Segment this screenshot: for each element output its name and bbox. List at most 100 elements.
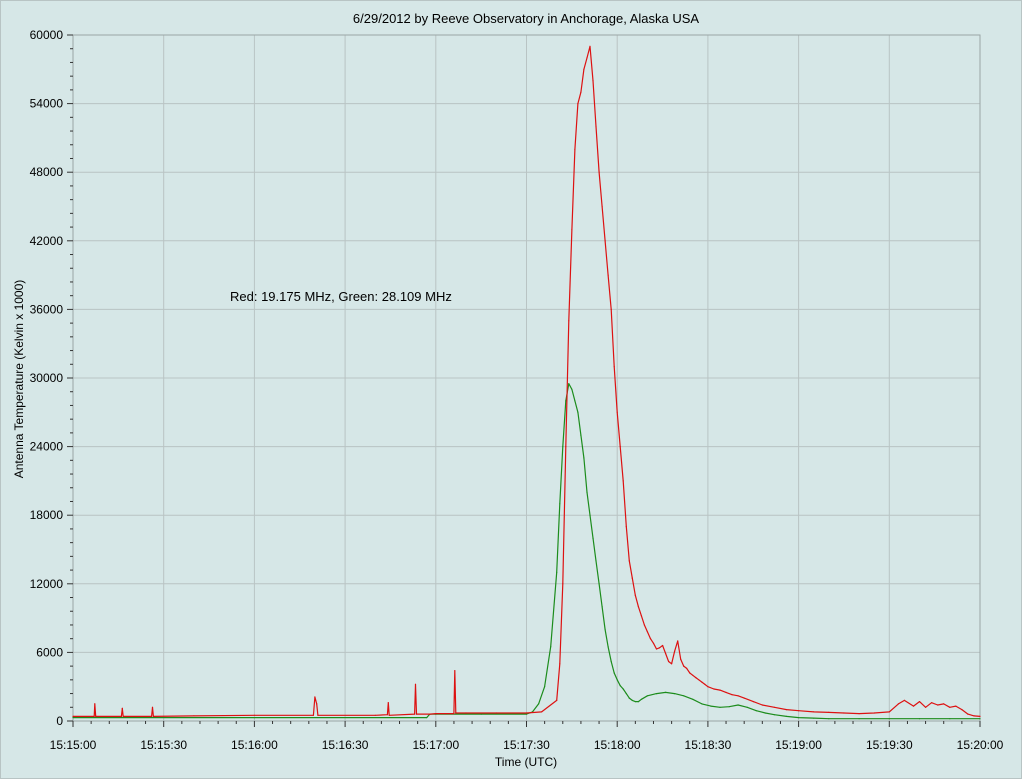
data-point-red (592, 80, 594, 82)
data-point-red (798, 710, 800, 712)
data-point-green (979, 718, 981, 720)
data-point-red (607, 274, 609, 276)
data-point-green (589, 514, 591, 516)
data-point-red (737, 695, 739, 697)
data-point-green (610, 660, 612, 663)
data-point-red (828, 711, 830, 714)
grid-lines (72, 34, 981, 722)
data-point-red (595, 125, 597, 128)
data-point-green (583, 457, 585, 459)
data-point-red (556, 699, 558, 702)
y-tick-label: 24000 (30, 440, 64, 454)
data-point-green (550, 646, 552, 648)
frequency-annotation: Red: 19.175 MHz, Green: 28.109 MHz (230, 289, 452, 304)
data-point-green (858, 718, 860, 720)
data-point-red (652, 642, 655, 644)
data-point-red (465, 712, 467, 714)
data-point-red (677, 640, 679, 642)
data-point-red (631, 577, 633, 579)
data-point-red (415, 713, 418, 715)
data-point-green (613, 672, 615, 674)
data-point-red (435, 713, 437, 715)
data-point-red (979, 715, 981, 718)
data-point-green (580, 434, 582, 436)
data-point-red (937, 704, 939, 706)
data-point-green (798, 717, 800, 719)
data-point-red (598, 171, 600, 173)
data-point-red (151, 706, 154, 708)
x-tick-label: 15:17:00 (412, 738, 459, 752)
data-point-red (668, 660, 670, 663)
data-point-green (559, 503, 561, 505)
data-point-green (813, 717, 815, 719)
data-point-red (707, 686, 709, 688)
data-point-green (622, 688, 624, 690)
data-point-red (94, 703, 96, 705)
y-tick-label: 12000 (30, 577, 64, 591)
data-point-red (616, 411, 618, 413)
data-point-green (640, 698, 643, 700)
data-point-green (631, 699, 633, 702)
data-point-red (680, 658, 682, 660)
data-point-green (755, 710, 757, 712)
data-point-red (637, 606, 640, 608)
data-point-red (903, 699, 906, 702)
data-point-red (943, 703, 945, 705)
data-point-green (628, 697, 630, 699)
data-point-red (316, 703, 318, 705)
data-point-red (662, 644, 664, 647)
y-tick-label: 54000 (30, 97, 64, 111)
data-point-red (674, 650, 676, 652)
series-line-green (73, 383, 980, 720)
data-point-red (961, 709, 963, 711)
data-point-red (453, 713, 455, 715)
data-point-green (665, 691, 667, 694)
data-point-green (674, 693, 676, 695)
data-point-red (121, 707, 123, 710)
x-tick-label: 15:18:00 (594, 738, 641, 752)
series-layer (72, 45, 981, 720)
data-point-green (888, 718, 890, 720)
data-point-red (713, 688, 715, 690)
data-point-green (598, 583, 600, 585)
data-point-green (586, 491, 588, 493)
data-point-green (949, 718, 951, 720)
data-point-green (544, 686, 546, 688)
data-point-green (556, 571, 558, 574)
data-point-red (495, 712, 497, 714)
data-point-green (625, 693, 627, 695)
x-axis: 15:15:00 15:15:30 15:16:00 15:16:30 15:17:00… (50, 721, 1004, 752)
data-point-red (387, 702, 389, 704)
data-point-green (746, 706, 748, 708)
data-point-green (565, 400, 567, 402)
data-point-green (701, 703, 703, 705)
data-point-red (565, 446, 567, 448)
x-tick-label: 15:19:00 (775, 738, 822, 752)
data-point-green (480, 713, 482, 715)
data-point-red (613, 366, 615, 368)
x-tick-label: 15:19:30 (866, 738, 913, 752)
data-point-green (562, 446, 564, 448)
data-point-red (72, 715, 74, 718)
y-tick-label: 42000 (30, 234, 64, 248)
data-point-green (773, 714, 776, 716)
data-point-red (704, 683, 706, 686)
data-point-green (785, 715, 788, 718)
data-point-red (455, 712, 457, 714)
data-point-red (686, 667, 688, 670)
data-point-red (120, 715, 122, 718)
data-point-red (731, 694, 733, 696)
data-point-red (625, 526, 627, 528)
data-point-red (622, 480, 624, 482)
data-point-green (592, 537, 594, 539)
data-point-red (604, 240, 606, 242)
data-point-red (655, 648, 658, 650)
chart-title: 6/29/2012 by Reeve Observatory in Anchor… (353, 11, 699, 26)
x-tick-label: 15:16:00 (231, 738, 278, 752)
data-point-red (586, 57, 588, 59)
data-point-red (541, 711, 543, 713)
data-point-red (374, 714, 376, 716)
data-point-green (710, 705, 712, 707)
data-point-green (595, 560, 597, 562)
